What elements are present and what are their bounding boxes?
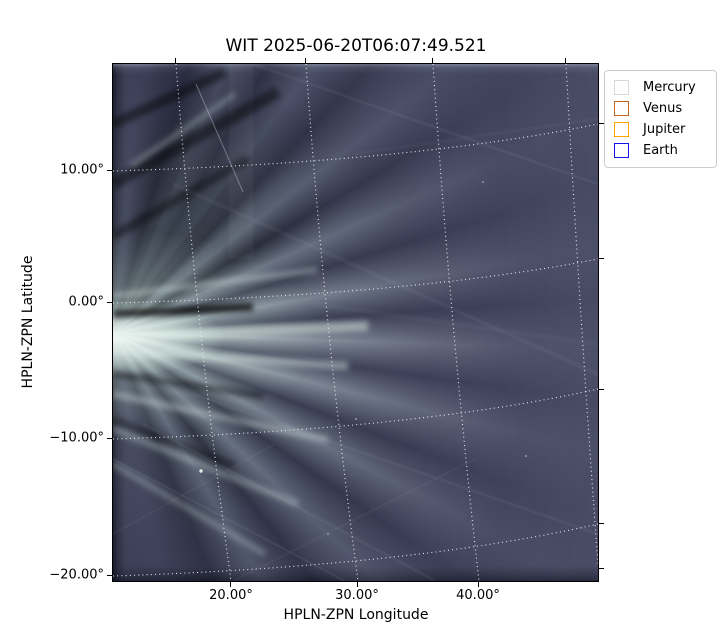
tick-left [107, 302, 112, 303]
y-tick-label: −20.00° [49, 567, 104, 583]
faint-streaks [113, 64, 598, 581]
legend-item-mercury: Mercury [612, 77, 708, 98]
tick-top [565, 58, 566, 63]
y-axis-label: HPLN-ZPN Latitude [20, 255, 36, 389]
page-title: WIT 2025-06-20T06:07:49.521 [225, 36, 487, 56]
y-tick-label: 10.00° [60, 162, 104, 178]
grid-and-streaks-overlay [113, 64, 598, 581]
mercury-swatch-icon [614, 80, 629, 95]
legend: Mercury Venus Jupiter Earth [604, 70, 717, 168]
tick-right [599, 123, 604, 124]
star-points [199, 181, 527, 535]
dark-ray-strokes [113, 67, 281, 470]
legend-item-jupiter: Jupiter [612, 119, 708, 140]
plot-area [112, 63, 599, 582]
x-tick-label: 30.00° [335, 588, 379, 603]
tick-right [599, 389, 604, 390]
tick-bottom [230, 582, 231, 587]
x-tick-label: 20.00° [209, 588, 253, 603]
y-tick-label: 0.00° [68, 294, 104, 310]
tick-left [107, 170, 112, 171]
x-tick-label: 40.00° [456, 588, 500, 603]
grid-lon-50 [565, 64, 598, 565]
legend-label: Jupiter [643, 122, 686, 137]
grid-lon-40 [432, 64, 480, 581]
tick-bottom [478, 582, 479, 587]
coordinate-grid [113, 64, 598, 581]
x-axis-label: HPLN-ZPN Longitude [283, 607, 429, 623]
y-tick-label: −10.00° [49, 430, 104, 446]
jupiter-swatch-icon [614, 122, 629, 137]
grid-lat-minus20 [113, 523, 598, 577]
legend-label: Venus [643, 101, 683, 116]
tick-left [107, 438, 112, 439]
grid-lat-10 [113, 123, 598, 172]
tick-top [305, 58, 306, 63]
bright-streamer-strokes [113, 91, 369, 557]
earth-swatch-icon [614, 143, 629, 158]
grid-lat-0 [113, 258, 598, 304]
tick-left [107, 575, 112, 576]
grid-lon-20 [175, 64, 232, 581]
legend-label: Earth [643, 143, 678, 158]
tick-right [599, 523, 604, 524]
tick-right [599, 568, 604, 569]
grid-lat-minus10 [113, 388, 598, 440]
legend-label: Mercury [643, 80, 696, 95]
tick-right [599, 258, 604, 259]
tick-top [175, 58, 176, 63]
tick-top [432, 58, 433, 63]
legend-item-earth: Earth [612, 140, 708, 161]
legend-item-venus: Venus [612, 98, 708, 119]
grid-lon-30 [305, 64, 359, 581]
tick-bottom [357, 582, 358, 587]
venus-swatch-icon [614, 101, 629, 116]
